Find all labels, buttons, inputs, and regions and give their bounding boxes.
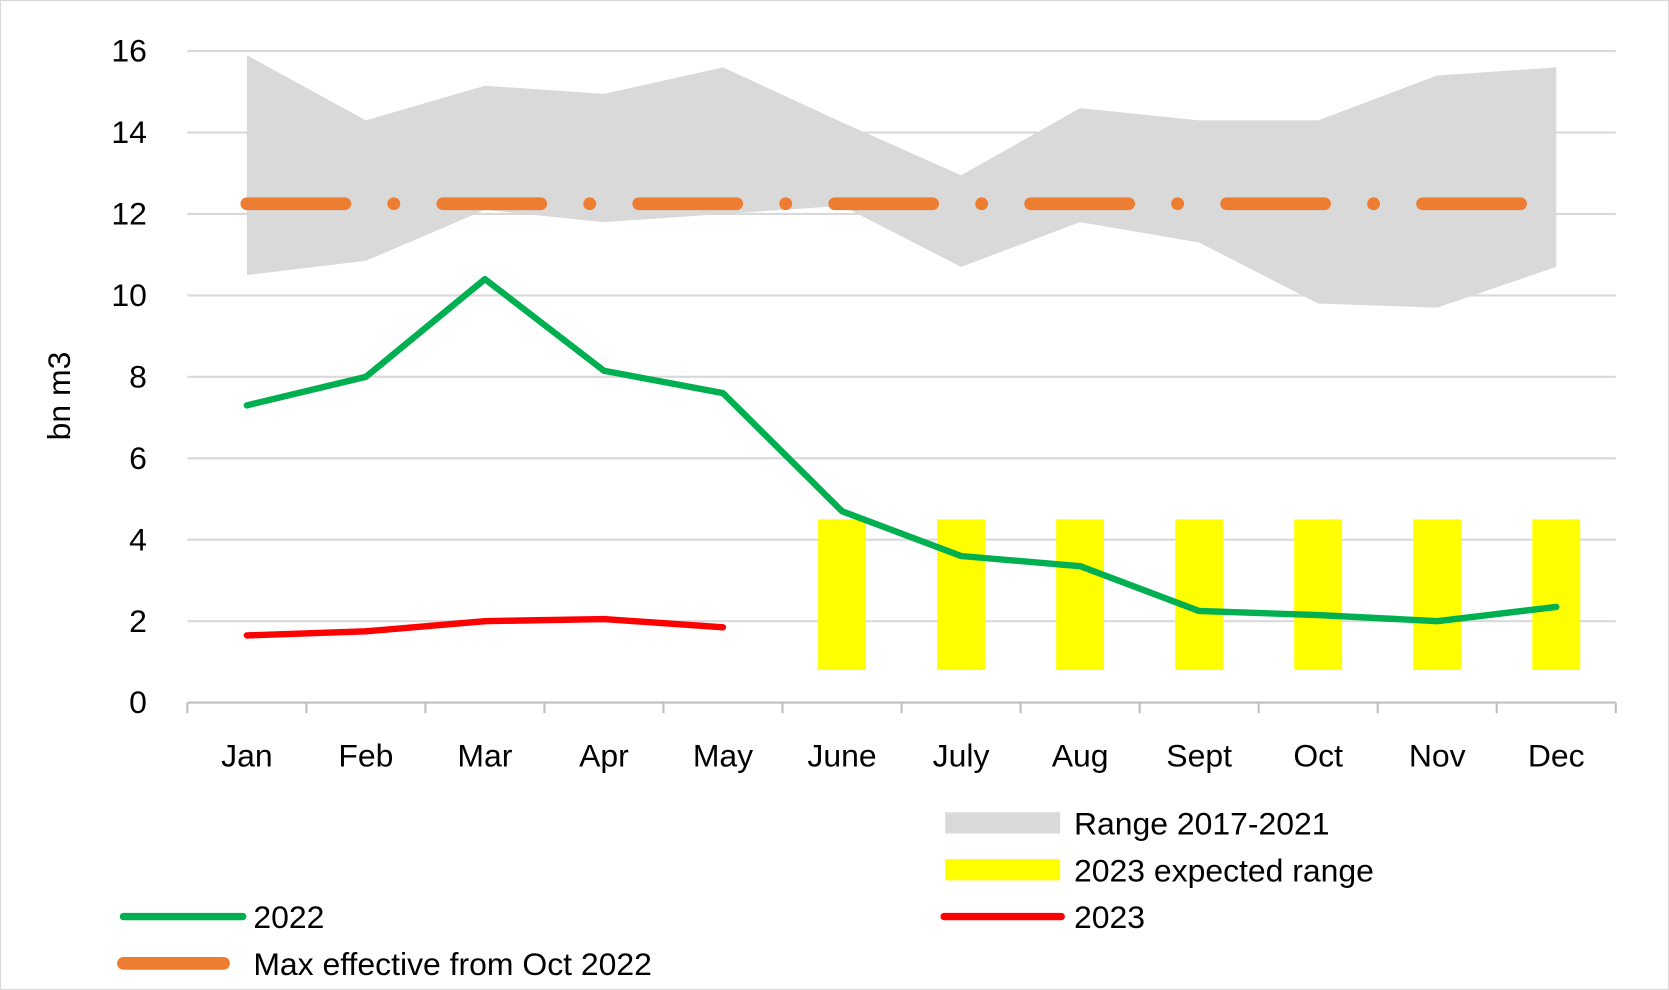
legend: Range 2017-2021 2023 expected range 2022… bbox=[117, 806, 1374, 982]
series-line-2022 bbox=[243, 275, 1560, 625]
range-band-layer bbox=[246, 55, 1557, 308]
expected-range-bar bbox=[1175, 519, 1224, 671]
y-tick-label: 10 bbox=[111, 277, 147, 313]
x-tick-label: Aug bbox=[1052, 737, 1109, 773]
y-tick-label: 6 bbox=[129, 440, 147, 476]
range-band-area bbox=[246, 55, 1557, 308]
legend-swatch-expected bbox=[945, 859, 1061, 881]
series-layer bbox=[240, 197, 1563, 639]
axes: 0 2 4 6 8 10 12 14 16 Jan Feb Mar Apr May June July Aug S… bbox=[111, 33, 1617, 773]
expected-range-bar bbox=[1532, 519, 1581, 671]
x-tick-label: Oct bbox=[1293, 737, 1343, 773]
y-tick-label: 14 bbox=[111, 114, 147, 150]
x-tick-label: Dec bbox=[1528, 737, 1585, 773]
expected-range-bar bbox=[818, 519, 866, 671]
legend-label-range: Range 2017-2021 bbox=[1074, 806, 1330, 842]
legend-label-max: Max effective from Oct 2022 bbox=[253, 946, 652, 982]
legend-label-expected: 2023 expected range bbox=[1074, 852, 1374, 888]
x-tick-label: Apr bbox=[579, 737, 629, 773]
x-tick-label: Mar bbox=[457, 737, 512, 773]
y-tick-label: 8 bbox=[129, 358, 147, 394]
legend-swatch-range bbox=[945, 812, 1061, 834]
x-tick-label: July bbox=[933, 737, 990, 773]
x-tick-label: Nov bbox=[1409, 737, 1466, 773]
expected-range-bar bbox=[1294, 519, 1343, 671]
expected-range-bar bbox=[1056, 519, 1105, 671]
x-tick-label: Sept bbox=[1166, 737, 1232, 773]
legend-label-2022: 2022 bbox=[253, 899, 324, 935]
y-tick-label: 4 bbox=[129, 521, 147, 557]
x-tick-label: Jan bbox=[221, 737, 272, 773]
x-tick-label: Feb bbox=[338, 737, 393, 773]
legend-label-2023: 2023 bbox=[1074, 899, 1145, 935]
y-tick-label: 2 bbox=[129, 603, 147, 639]
expected-range-bar bbox=[937, 519, 986, 671]
expected-range-bar bbox=[1413, 519, 1462, 671]
y-tick-label: 0 bbox=[129, 684, 147, 720]
y-tick-label: 16 bbox=[111, 33, 147, 69]
y-tick-label: 12 bbox=[111, 196, 147, 232]
y-axis-label: bn m3 bbox=[41, 352, 77, 441]
x-tick-label: June bbox=[807, 737, 876, 773]
expected-range-layer bbox=[818, 519, 1581, 671]
x-tick-label: May bbox=[693, 737, 753, 773]
